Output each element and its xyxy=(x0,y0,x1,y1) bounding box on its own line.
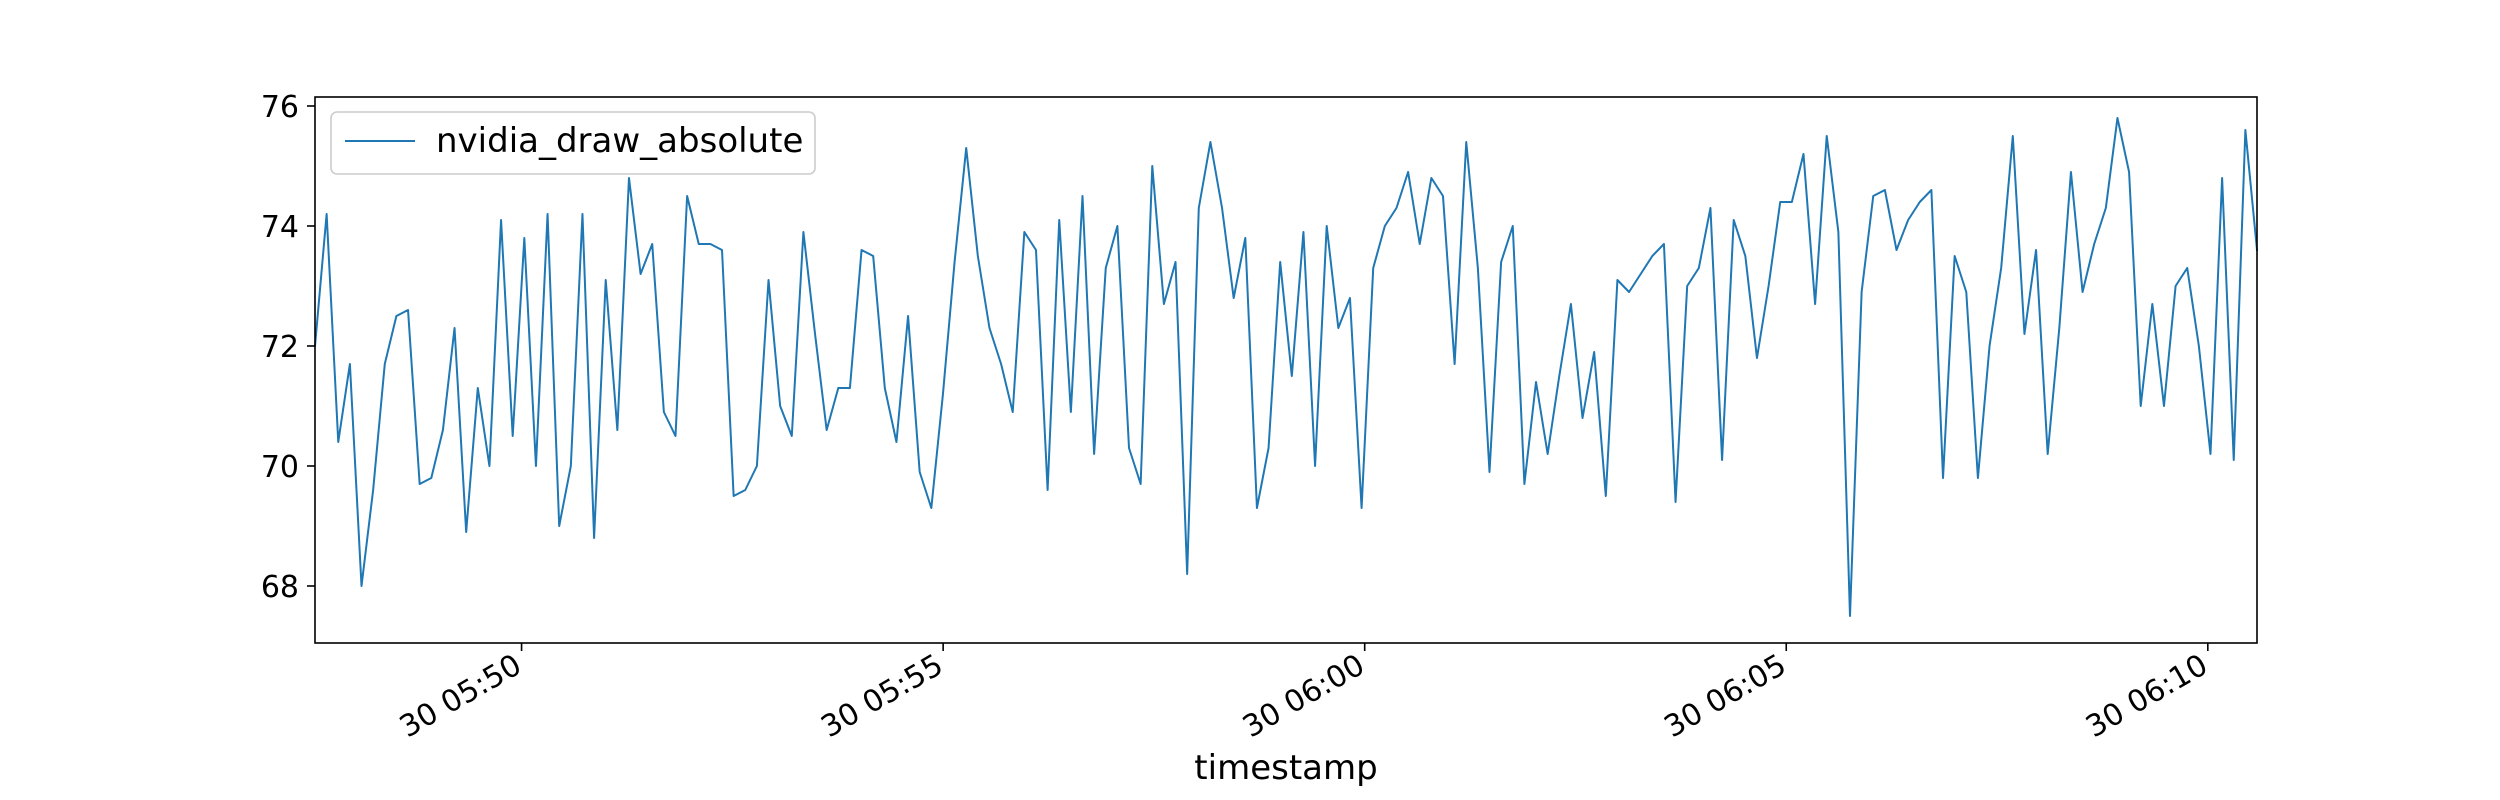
y-tick-label: 68 xyxy=(261,570,299,605)
legend-label: nvidia_draw_absolute xyxy=(436,121,803,161)
x-tick-label: 30 06:10 xyxy=(2080,648,2214,745)
x-tick-label: 30 05:55 xyxy=(815,648,949,745)
legend: nvidia_draw_absolute xyxy=(330,111,816,175)
plot-frame xyxy=(314,96,2258,644)
y-tick-label: 76 xyxy=(261,90,299,125)
x-tick-label: 30 06:00 xyxy=(1237,648,1371,745)
x-tick-label: 30 06:05 xyxy=(1659,648,1793,745)
y-tick-label: 70 xyxy=(261,450,299,485)
y-tick-label: 74 xyxy=(261,210,299,245)
y-tick-label: 72 xyxy=(261,330,299,365)
y-axis: 68 70 72 74 76 xyxy=(261,90,315,605)
x-axis: 30 05:50 30 05:55 30 06:00 30 06:05 30 06:10 xyxy=(394,643,2214,745)
plot-area xyxy=(313,96,2259,644)
x-tick-label: 30 05:50 xyxy=(394,648,528,745)
legend-box xyxy=(330,111,816,175)
series-line-nvidia-draw-absolute xyxy=(313,117,2259,617)
x-axis-label: timestamp xyxy=(1194,748,1377,788)
